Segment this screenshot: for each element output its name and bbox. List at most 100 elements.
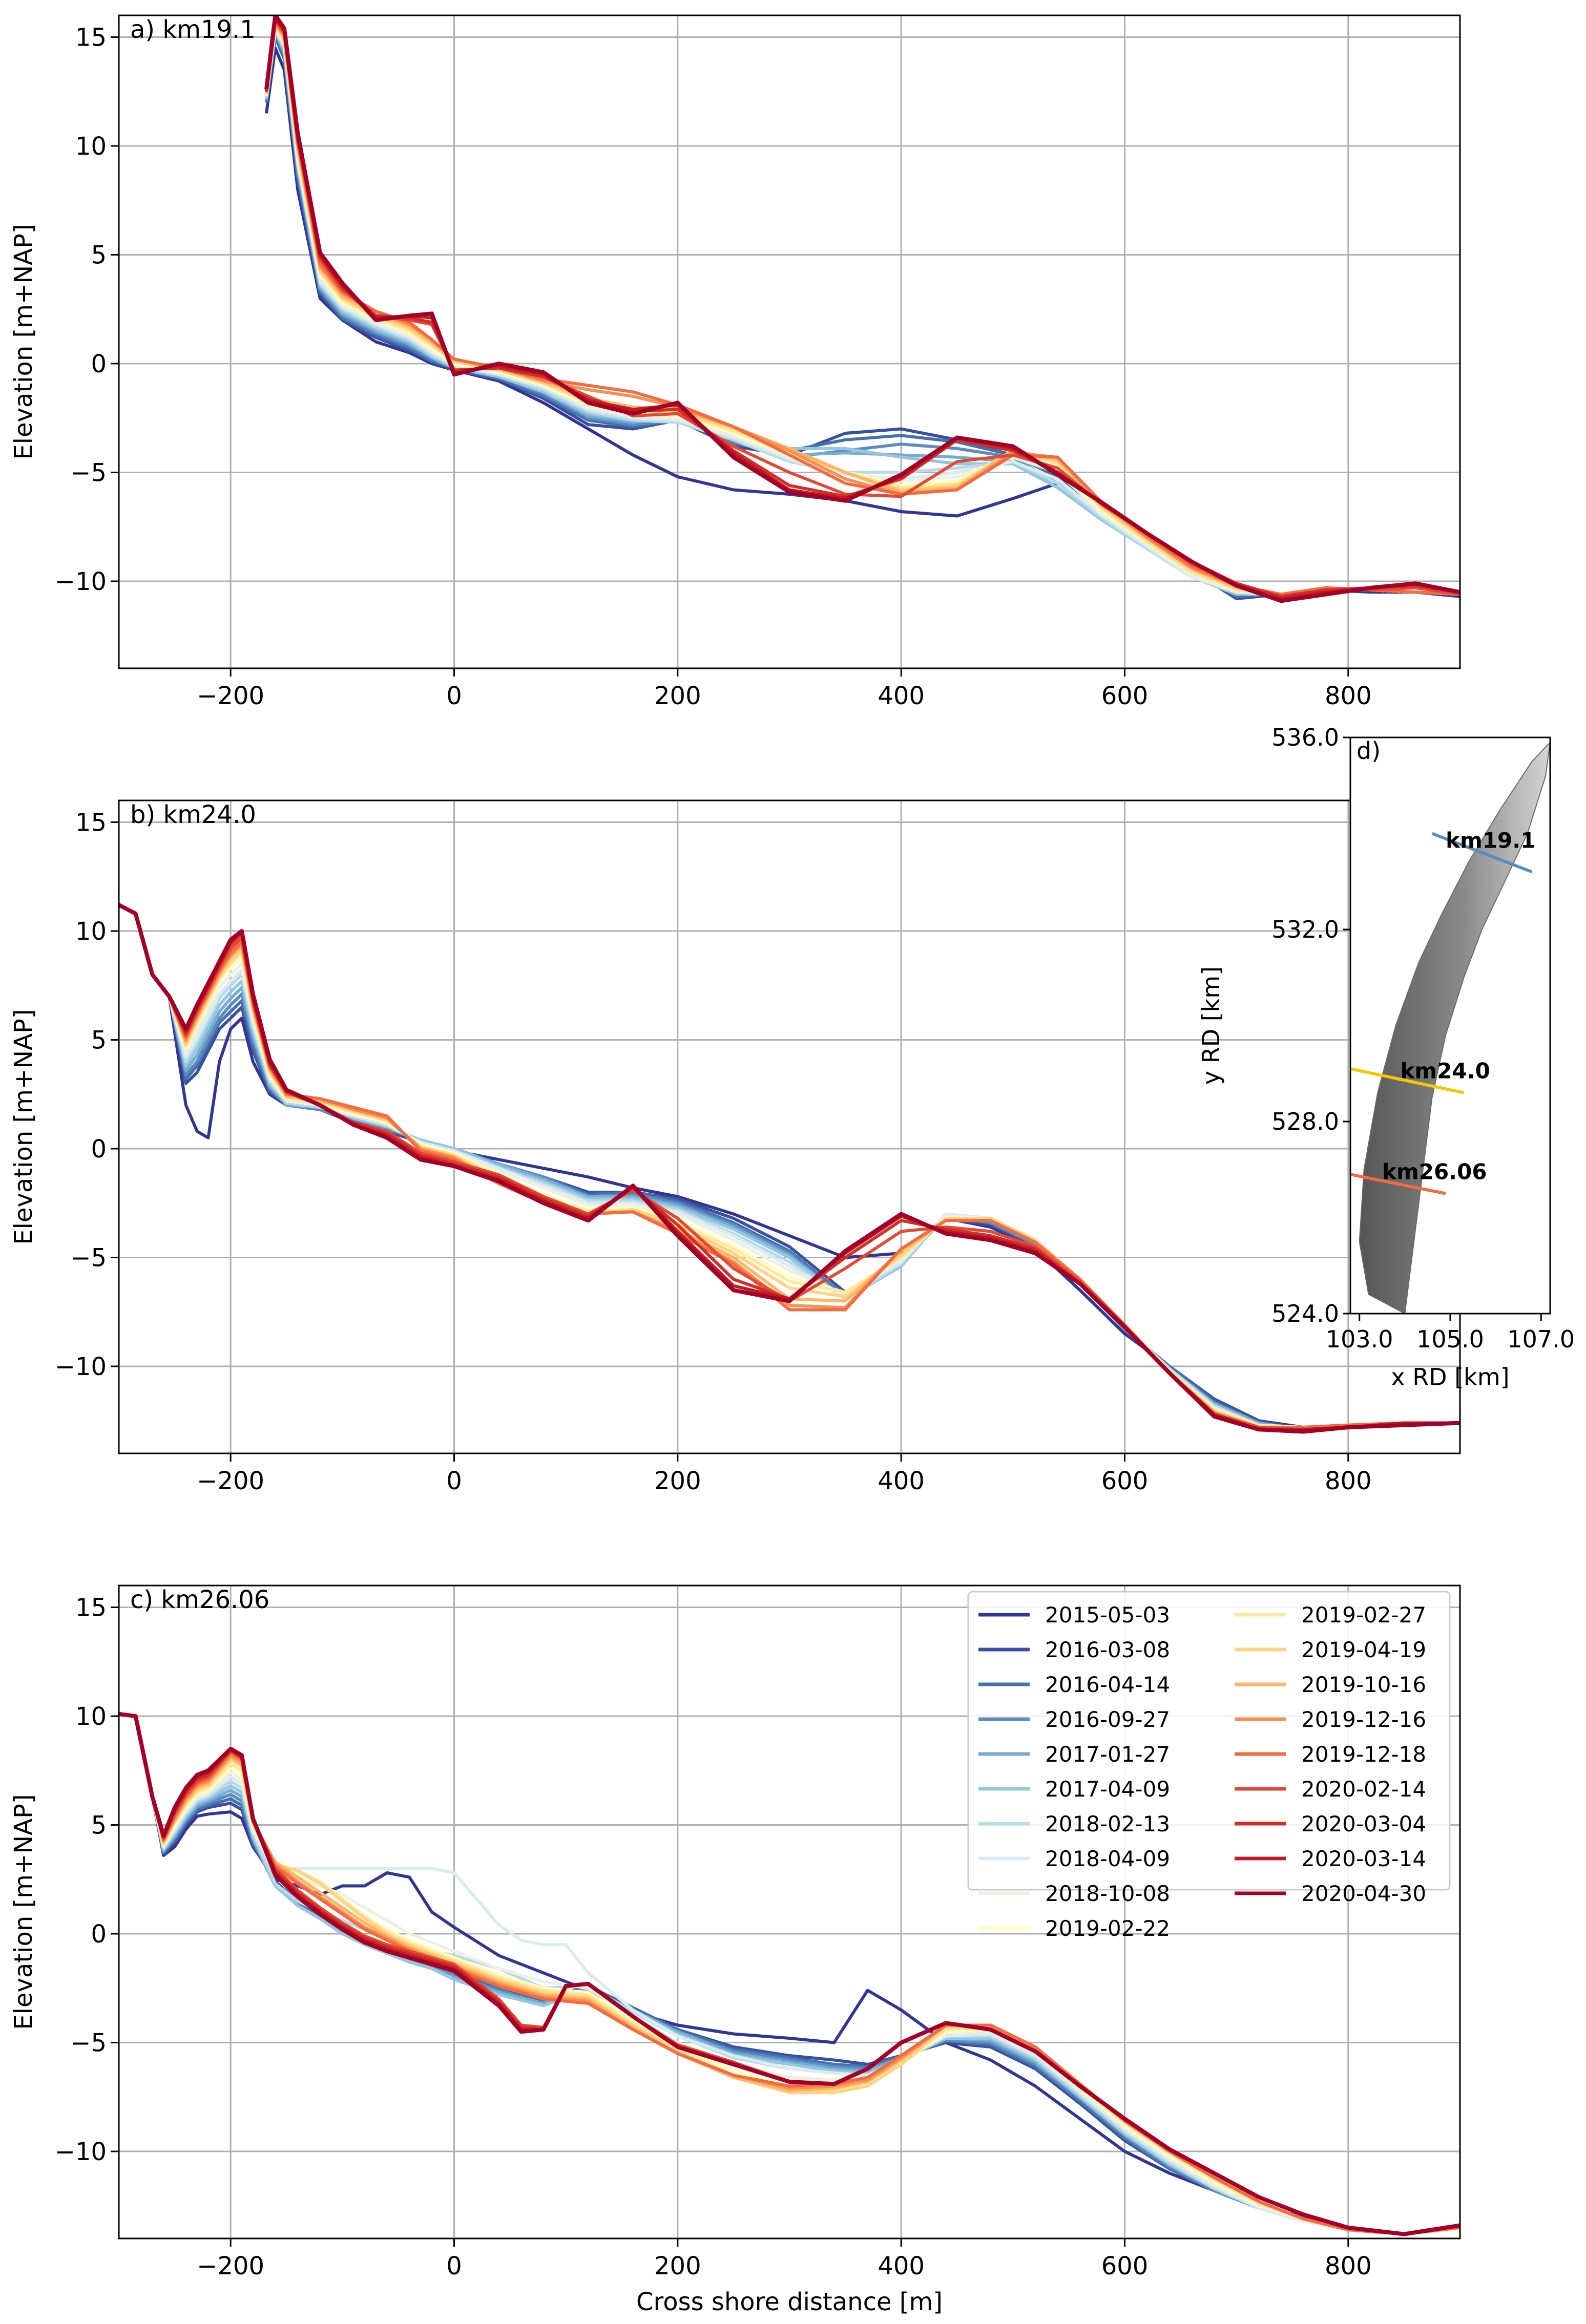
x-axis-label: x RD [km] bbox=[1391, 1363, 1509, 1391]
y-tick-label: 10 bbox=[75, 1702, 107, 1731]
panel-b: −200 0 200 400 600 800 −10 −5 0 5 10 15 b) km24.0 Ele… bbox=[9, 799, 1461, 1495]
transect-line bbox=[1431, 832, 1533, 874]
series-line bbox=[265, 27, 1460, 596]
x-tick-label: 103.0 bbox=[1326, 1325, 1393, 1353]
y-tick-label: −5 bbox=[70, 459, 107, 488]
axes-frame bbox=[118, 1584, 1461, 2240]
panel-a: −200 0 200 400 600 800 −10 −5 0 5 10 15 a) km19.1 Ele… bbox=[9, 14, 1461, 710]
legend-label: 2019-12-16 bbox=[1301, 1707, 1426, 1732]
series-line bbox=[264, 15, 1460, 603]
legend-label: 2020-04-30 bbox=[1301, 1881, 1426, 1906]
series-line bbox=[119, 903, 1460, 1434]
transect-label: km26.06 bbox=[1382, 1159, 1487, 1185]
legend-label: 2019-02-27 bbox=[1301, 1602, 1426, 1628]
x-axis-label: Cross shore distance [m] bbox=[636, 2288, 943, 2316]
x-tick-label: 107.0 bbox=[1507, 1325, 1575, 1353]
x-tick-label: 200 bbox=[654, 682, 701, 710]
legend-label: 2019-12-18 bbox=[1301, 1742, 1426, 1767]
legend-frame bbox=[967, 1591, 1451, 1891]
series-line bbox=[119, 1712, 1460, 2236]
y-tick-label: 0 bbox=[91, 1920, 107, 1949]
x-tick-label: 0 bbox=[446, 1467, 462, 1495]
y-tick-label: 5 bbox=[91, 1811, 107, 1840]
legend-label: 2015-05-03 bbox=[1045, 1602, 1170, 1628]
y-axis-label: Elevation [m+NAP] bbox=[9, 224, 38, 459]
y-tick-label: 5 bbox=[91, 241, 107, 270]
y-tick-label: 528.0 bbox=[1271, 1108, 1339, 1135]
x-tick-label: 105.0 bbox=[1416, 1325, 1484, 1353]
series-group bbox=[264, 15, 1460, 603]
series-group bbox=[119, 1712, 1460, 2236]
y-tick-label: 10 bbox=[75, 132, 107, 161]
panel-title: d) bbox=[1357, 737, 1381, 765]
legend-label: 2016-04-14 bbox=[1045, 1672, 1170, 1697]
y-tick-label: 15 bbox=[75, 24, 107, 52]
y-tick-label: 532.0 bbox=[1271, 916, 1339, 943]
x-tick-label: 400 bbox=[878, 1467, 925, 1495]
series-line bbox=[119, 1712, 1460, 2236]
legend-label: 2018-10-08 bbox=[1045, 1881, 1170, 1906]
series-group bbox=[119, 903, 1460, 1434]
panel-title: a) km19.1 bbox=[130, 15, 256, 44]
bathymetry-strip bbox=[1359, 741, 1550, 1314]
y-axis-label: y RD [km] bbox=[1197, 966, 1225, 1085]
y-axis-label: Elevation [m+NAP] bbox=[9, 1794, 38, 2030]
y-tick-label: 0 bbox=[91, 1135, 107, 1164]
legend-label: 2018-04-09 bbox=[1045, 1846, 1170, 1871]
transect-label: km24.0 bbox=[1401, 1059, 1490, 1084]
series-line bbox=[119, 1712, 1460, 2236]
y-tick-label: 536.0 bbox=[1271, 724, 1339, 751]
x-tick-label: −200 bbox=[197, 682, 264, 710]
series-line bbox=[265, 25, 1460, 596]
legend: 2015-05-03 2016-03-08 2016-04-14 2016-09-27… bbox=[967, 1591, 1451, 1941]
transect-label: km19.1 bbox=[1446, 828, 1535, 853]
y-tick-label: −5 bbox=[70, 2029, 107, 2058]
y-tick-label: −10 bbox=[55, 567, 107, 596]
x-tick-label: 400 bbox=[878, 2252, 925, 2280]
y-tick-label: 524.0 bbox=[1271, 1300, 1339, 1327]
series-line bbox=[119, 1712, 1460, 2236]
legend-label: 2016-09-27 bbox=[1045, 1707, 1170, 1732]
x-tick-label: 800 bbox=[1325, 2252, 1372, 2280]
legend-label: 2018-02-13 bbox=[1045, 1811, 1170, 1836]
x-tick-label: 400 bbox=[878, 682, 925, 710]
x-tick-label: 800 bbox=[1325, 682, 1372, 710]
panel-title: c) km26.06 bbox=[130, 1586, 269, 1614]
series-line bbox=[119, 1712, 1460, 2236]
legend-label: 2020-02-14 bbox=[1301, 1777, 1426, 1802]
x-tick-label: 0 bbox=[446, 682, 462, 710]
x-tick-label: 600 bbox=[1101, 1467, 1149, 1495]
legend-label: 2017-01-27 bbox=[1045, 1742, 1170, 1767]
y-tick-label: −10 bbox=[55, 2138, 107, 2166]
series-line bbox=[265, 35, 1460, 598]
y-tick-label: 10 bbox=[75, 917, 107, 946]
legend-label: 2020-03-14 bbox=[1301, 1846, 1426, 1871]
series-line bbox=[119, 1712, 1460, 2236]
legend-label: 2020-03-04 bbox=[1301, 1811, 1426, 1836]
x-tick-label: 0 bbox=[446, 2252, 462, 2280]
x-tick-label: 200 bbox=[654, 2252, 701, 2280]
axes-frame bbox=[118, 14, 1461, 669]
legend-label: 2019-02-22 bbox=[1045, 1916, 1170, 1941]
legend-label: 2017-04-09 bbox=[1045, 1777, 1170, 1802]
panel-d-location-map: km19.1 km24.0 km26.06 d) 103.0 105.0 107.0 524.… bbox=[1197, 724, 1575, 1391]
x-tick-label: 800 bbox=[1325, 1467, 1372, 1495]
transect-line bbox=[1350, 1173, 1446, 1195]
x-tick-label: −200 bbox=[197, 1467, 264, 1495]
y-tick-label: 15 bbox=[75, 809, 107, 837]
x-tick-label: 200 bbox=[654, 1467, 701, 1495]
series-line bbox=[119, 1712, 1460, 2236]
series-line bbox=[119, 1712, 1460, 2236]
panel-title: b) km24.0 bbox=[130, 800, 256, 829]
y-tick-label: 5 bbox=[91, 1026, 107, 1055]
y-axis-label: Elevation [m+NAP] bbox=[9, 1009, 38, 1244]
legend-label: 2019-04-19 bbox=[1301, 1637, 1426, 1662]
y-tick-label: 0 bbox=[91, 350, 107, 378]
map-content bbox=[1350, 741, 1550, 1314]
legend-label: 2016-03-08 bbox=[1045, 1637, 1170, 1662]
x-tick-label: 600 bbox=[1101, 2252, 1149, 2280]
x-tick-label: −200 bbox=[197, 2252, 264, 2280]
x-tick-label: 600 bbox=[1101, 682, 1149, 710]
